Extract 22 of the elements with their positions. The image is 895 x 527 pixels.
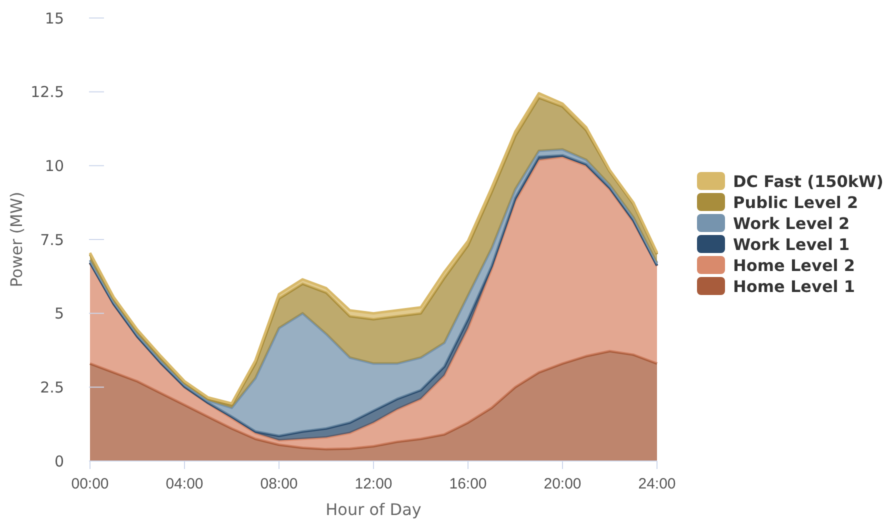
x-tick-label: 20:00 [544,476,582,492]
x-tick-label: 04:00 [166,476,204,492]
x-tick-label: 00:00 [71,476,109,492]
y-tick-label: 15 [44,9,64,28]
legend-label: Home Level 2 [733,256,855,275]
legend-label: Public Level 2 [733,192,858,212]
y-tick-label: 12.5 [30,83,64,102]
y-tick-label: 2.5 [40,378,64,396]
y-tick-label: 7.5 [40,230,64,249]
legend-label: Work Level 1 [733,234,850,254]
y-axis-title: Power (MW) [7,192,26,288]
y-tick-label: 10 [44,156,64,175]
x-tick-label: 12:00 [354,476,392,492]
x-tick-label: 08:00 [260,476,298,492]
legend-label: DC Fast (150kW) [733,172,884,191]
y-tick-label: 5 [54,304,64,323]
x-tick-label: 24:00 [638,476,676,492]
legend-label: Work Level 2 [733,214,850,233]
x-tick-label: 16:00 [449,476,487,492]
y-tick-label: 0 [54,452,64,470]
x-axis-title: Hour of Day [326,500,422,519]
legend-label: Home Level 1 [733,276,855,296]
